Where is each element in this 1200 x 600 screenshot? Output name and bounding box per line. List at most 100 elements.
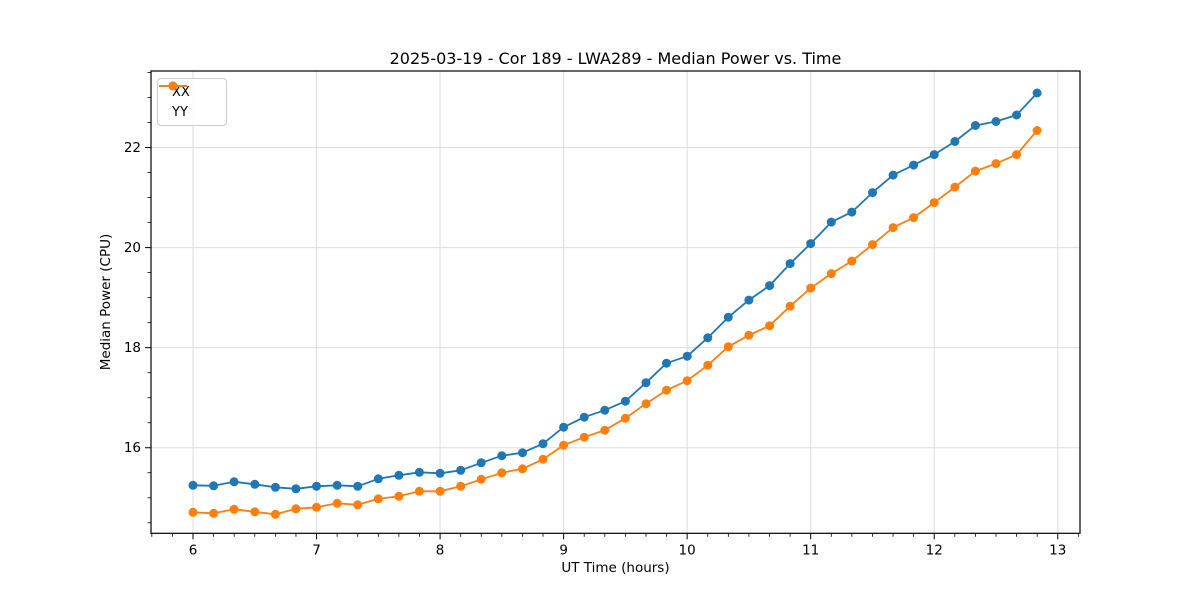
data-point-yy bbox=[270, 509, 280, 519]
data-point-xx bbox=[662, 358, 671, 368]
data-point-yy bbox=[682, 376, 692, 386]
data-point-yy bbox=[414, 486, 424, 496]
data-point-yy bbox=[723, 342, 733, 352]
legend-entry-yy: YY bbox=[159, 81, 226, 121]
y-tick-label: 22 bbox=[124, 140, 141, 156]
data-point-yy bbox=[518, 464, 527, 474]
data-point-yy bbox=[394, 491, 404, 501]
data-point-yy bbox=[785, 301, 795, 311]
data-point-xx bbox=[518, 448, 527, 458]
x-tick-label: 10 bbox=[679, 542, 696, 558]
data-point-xx bbox=[332, 480, 342, 490]
data-point-xx bbox=[394, 470, 404, 480]
x-tick-label: 11 bbox=[802, 542, 819, 558]
data-point-yy bbox=[435, 486, 445, 496]
data-point-yy bbox=[826, 269, 836, 279]
data-point-xx bbox=[579, 412, 589, 422]
data-point-yy bbox=[970, 166, 980, 176]
data-point-yy bbox=[744, 330, 754, 340]
data-point-xx bbox=[744, 295, 754, 305]
x-tick-label: 7 bbox=[312, 542, 321, 558]
data-point-xx bbox=[229, 477, 239, 487]
y-tick-label: 18 bbox=[124, 340, 141, 356]
series-line-yy bbox=[192, 129, 1038, 516]
data-point-xx bbox=[785, 259, 795, 269]
x-tick-label: 9 bbox=[559, 542, 568, 558]
data-point-xx bbox=[1032, 88, 1042, 98]
data-point-yy bbox=[806, 283, 816, 293]
data-point-xx bbox=[291, 484, 301, 494]
data-point-xx bbox=[373, 474, 383, 484]
data-point-yy bbox=[662, 385, 671, 395]
y-tick-label: 20 bbox=[124, 240, 141, 256]
data-point-xx bbox=[970, 121, 980, 130]
x-axis-label: UT Time (hours) bbox=[561, 560, 670, 576]
data-point-xx bbox=[270, 482, 280, 492]
x-tick-label: 12 bbox=[926, 542, 943, 558]
data-point-yy bbox=[765, 321, 775, 331]
data-point-yy bbox=[991, 159, 1001, 169]
data-point-yy bbox=[476, 474, 486, 484]
data-point-xx bbox=[682, 351, 692, 361]
data-point-xx bbox=[209, 481, 219, 491]
data-point-xx bbox=[806, 239, 816, 249]
data-point-yy bbox=[868, 240, 877, 250]
data-point-xx bbox=[847, 207, 857, 217]
data-point-yy bbox=[373, 494, 383, 504]
data-point-yy bbox=[950, 182, 960, 192]
data-point-xx bbox=[909, 160, 919, 170]
data-point-yy bbox=[312, 502, 321, 512]
data-point-yy bbox=[1032, 126, 1042, 135]
data-point-xx bbox=[641, 378, 651, 388]
data-point-yy bbox=[250, 507, 260, 517]
data-point-xx bbox=[188, 480, 198, 490]
data-point-xx bbox=[888, 170, 898, 180]
data-point-yy bbox=[929, 198, 939, 208]
data-point-yy bbox=[909, 213, 919, 223]
data-point-xx bbox=[600, 405, 610, 415]
data-point-yy bbox=[703, 360, 713, 370]
data-point-xx bbox=[950, 137, 960, 146]
data-point-yy bbox=[188, 507, 198, 517]
data-point-yy bbox=[538, 454, 548, 464]
data-point-xx bbox=[435, 468, 445, 478]
data-point-yy bbox=[332, 498, 342, 508]
data-point-yy bbox=[847, 256, 857, 266]
data-point-yy bbox=[456, 481, 466, 491]
data-point-yy bbox=[559, 440, 569, 450]
data-point-yy bbox=[291, 504, 301, 514]
data-point-xx bbox=[765, 281, 775, 291]
x-tick-label: 13 bbox=[1049, 542, 1066, 558]
x-tick-label: 6 bbox=[189, 542, 198, 558]
data-point-xx bbox=[456, 465, 466, 475]
legend: XX YY bbox=[157, 78, 227, 126]
data-point-yy bbox=[1012, 150, 1022, 160]
legend-label-yy: YY bbox=[172, 104, 188, 120]
legend-line-marker-yy-icon bbox=[159, 81, 187, 91]
data-point-yy bbox=[497, 468, 507, 478]
y-axis-label-text: Median Power (CPU) bbox=[98, 233, 114, 371]
data-point-xx bbox=[559, 422, 569, 432]
data-point-yy bbox=[579, 432, 589, 442]
data-point-yy bbox=[353, 500, 363, 510]
data-point-xx bbox=[538, 439, 548, 449]
data-point-xx bbox=[476, 458, 486, 468]
data-point-yy bbox=[888, 223, 898, 233]
plot-spines bbox=[150, 70, 1081, 534]
data-point-xx bbox=[703, 333, 713, 343]
data-point-xx bbox=[250, 479, 260, 489]
y-tick-label: 16 bbox=[124, 440, 141, 456]
data-point-yy bbox=[600, 425, 610, 435]
data-point-yy bbox=[641, 399, 651, 409]
data-point-yy bbox=[229, 504, 239, 514]
data-point-xx bbox=[620, 396, 630, 406]
data-point-yy bbox=[209, 508, 219, 518]
x-tick-label: 8 bbox=[436, 542, 445, 558]
series-line-xx bbox=[192, 92, 1038, 490]
data-point-xx bbox=[414, 467, 424, 477]
data-point-xx bbox=[723, 312, 733, 322]
data-point-xx bbox=[929, 150, 939, 160]
data-point-xx bbox=[991, 117, 1001, 126]
